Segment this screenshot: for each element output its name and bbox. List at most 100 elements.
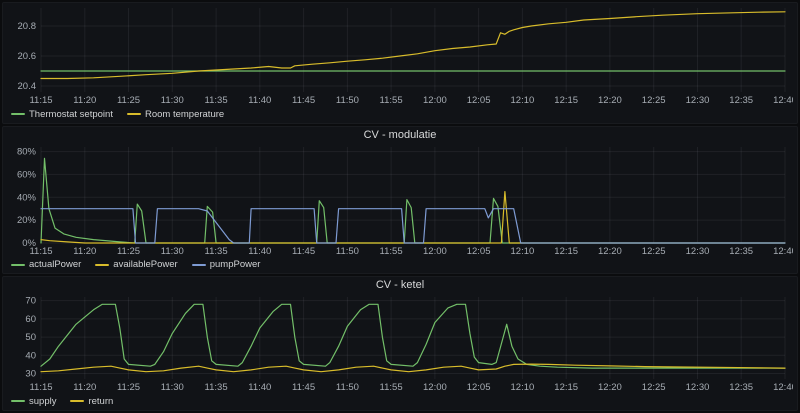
x-axis-tick-label: 11:20 — [73, 382, 96, 393]
modulation-chart-canvas[interactable]: 11:15 11:20 11:25 11:30 11:35 11:40 11:45 11:50… — [7, 143, 793, 257]
legend-series-label: pumpPower — [209, 259, 261, 270]
x-axis-tick-label: 11:55 — [380, 382, 403, 393]
legend-item-availablepower[interactable]: availablePower — [95, 259, 178, 270]
x-axis-tick-label: 11:35 — [205, 246, 228, 257]
y-axis-tick-label: 70 — [25, 296, 36, 307]
x-axis-tick-label: 12:00 — [423, 382, 447, 393]
series-line-return — [40, 363, 786, 373]
x-axis-tick-label: 11:50 — [336, 382, 359, 393]
legend-series-label: actualPower — [29, 259, 82, 270]
legend-series-color-mark — [11, 263, 25, 266]
y-axis-tick-label: 50 — [25, 332, 36, 343]
legend-series-color-mark — [95, 263, 110, 266]
x-axis-tick-label: 12:05 — [467, 382, 491, 393]
x-axis-tick-label: 12:35 — [729, 246, 753, 257]
series-line-availablePower — [40, 190, 786, 244]
x-axis-tick-label: 12:05 — [467, 246, 491, 257]
x-axis-tick-label: 11:45 — [292, 382, 315, 393]
x-axis-tick-label: 12:15 — [554, 246, 578, 257]
x-axis-tick-label: 11:25 — [117, 246, 140, 257]
y-axis-tick-label: 40% — [17, 192, 37, 203]
series-line-actualPower — [40, 157, 786, 244]
x-axis-tick-label: 11:20 — [73, 246, 96, 257]
legend-series-color-mark — [11, 400, 25, 402]
legend-item-thermostat-setpoint[interactable]: Thermostat setpoint — [11, 109, 113, 120]
x-axis-tick-label: 11:15 — [29, 95, 52, 106]
x-axis-tick-label: 11:50 — [336, 95, 359, 106]
y-axis-tick-label: 80% — [17, 147, 37, 158]
x-axis-tick-label: 11:15 — [29, 382, 52, 393]
y-axis-tick-label: 60 — [25, 314, 36, 325]
legend-series-label: supply — [29, 395, 57, 407]
y-axis-tick-label: 20% — [17, 215, 37, 226]
x-axis-tick-label: 12:10 — [511, 95, 535, 106]
series-line-pumpPower — [40, 208, 786, 244]
x-axis-tick-label: 12:30 — [686, 382, 710, 393]
x-axis-tick-label: 11:35 — [205, 382, 228, 393]
x-axis-tick-label: 11:55 — [380, 95, 403, 106]
legend-item-pumppower[interactable]: pumpPower — [191, 259, 261, 270]
panel-cv-ketel: CV - ketel 11:15 11:20 11:25 11:30 11:35 11:4… — [2, 276, 798, 411]
legend-series-label: return — [88, 395, 114, 407]
panel-title-cv-ketel[interactable]: CV - ketel — [375, 279, 425, 291]
temperature-chart-canvas[interactable]: 11:15 11:20 11:25 11:30 11:35 11:40 11:45 11:50… — [7, 4, 793, 106]
x-axis-tick-label: 11:55 — [380, 246, 403, 257]
y-axis-tick-label: 20.4 — [18, 81, 37, 92]
legend-series-label: Thermostat setpoint — [29, 108, 113, 120]
legend-item-return[interactable]: return — [70, 396, 113, 407]
legend-item-actualpower[interactable]: actualPower — [11, 259, 81, 270]
x-axis-tick-label: 12:15 — [554, 382, 578, 393]
x-axis-tick-label: 11:45 — [292, 95, 315, 106]
panel-cv-modulatie: CV - modulatie 11:15 11:20 11:25 11:30 11:35… — [2, 126, 798, 274]
x-axis-tick-label: 12:40 — [773, 246, 793, 257]
x-axis-tick-label: 11:30 — [161, 382, 184, 393]
y-axis-tick-label: 20.6 — [18, 51, 37, 62]
legend-item-room-temperature[interactable]: Room temperature — [126, 108, 225, 120]
panel-title-cv-modulatie[interactable]: CV - modulatie — [363, 129, 437, 141]
legend-series-color-mark — [191, 263, 206, 266]
modulation-chart-legend: actualPower availablePower pumpPower — [7, 257, 793, 272]
x-axis-tick-label: 12:35 — [729, 382, 753, 393]
x-axis-tick-label: 12:20 — [598, 246, 622, 257]
boiler-chart-legend: supply return — [7, 393, 793, 409]
x-axis-tick-label: 11:40 — [248, 382, 271, 393]
x-axis-tick-label: 12:10 — [511, 382, 535, 393]
series-line-supply — [40, 303, 786, 369]
legend-series-color-mark — [11, 113, 25, 115]
y-axis-tick-label: 30 — [25, 369, 36, 380]
x-axis-tick-label: 12:25 — [642, 95, 666, 106]
x-axis-tick-label: 12:25 — [642, 382, 666, 393]
x-axis-tick-label: 12:40 — [773, 382, 793, 393]
legend-series-color-mark — [70, 400, 85, 402]
x-axis-tick-label: 12:05 — [467, 95, 491, 106]
legend-item-supply[interactable]: supply — [11, 396, 56, 407]
legend-series-label: Room temperature — [144, 108, 225, 120]
x-axis-tick-label: 11:45 — [292, 246, 315, 257]
x-axis-tick-label: 12:15 — [554, 95, 578, 106]
x-axis-tick-label: 12:30 — [686, 246, 710, 257]
x-axis-tick-label: 12:20 — [598, 95, 622, 106]
x-axis-tick-label: 12:00 — [423, 95, 447, 106]
series-line-Room temperature — [40, 11, 786, 80]
temperature-chart-legend: Thermostat setpoint Room temperature — [7, 106, 793, 122]
y-axis-tick-label: 20.8 — [18, 21, 37, 32]
x-axis-tick-label: 11:30 — [161, 246, 184, 257]
legend-series-label: availablePower — [113, 259, 178, 270]
x-axis-tick-label: 11:40 — [248, 246, 271, 257]
x-axis-tick-label: 12:10 — [511, 246, 535, 257]
x-axis-tick-label: 11:35 — [205, 95, 228, 106]
x-axis-tick-label: 12:35 — [729, 95, 753, 106]
x-axis-tick-label: 12:20 — [598, 382, 622, 393]
x-axis-tick-label: 11:20 — [73, 95, 96, 106]
x-axis-tick-label: 11:40 — [248, 95, 271, 106]
x-axis-tick-label: 12:25 — [642, 246, 666, 257]
x-axis-tick-label: 11:25 — [117, 382, 140, 393]
x-axis-tick-label: 12:30 — [686, 95, 710, 106]
y-axis-tick-label: 60% — [17, 169, 37, 180]
boiler-chart-canvas[interactable]: 11:15 11:20 11:25 11:30 11:35 11:40 11:45 11:50… — [7, 293, 793, 393]
panel-room-temperature: 11:15 11:20 11:25 11:30 11:35 11:40 11:45 11:50… — [2, 2, 798, 124]
y-axis-tick-label: 0% — [22, 238, 36, 249]
x-axis-tick-label: 11:25 — [117, 95, 140, 106]
x-axis-tick-label: 12:40 — [773, 95, 793, 106]
